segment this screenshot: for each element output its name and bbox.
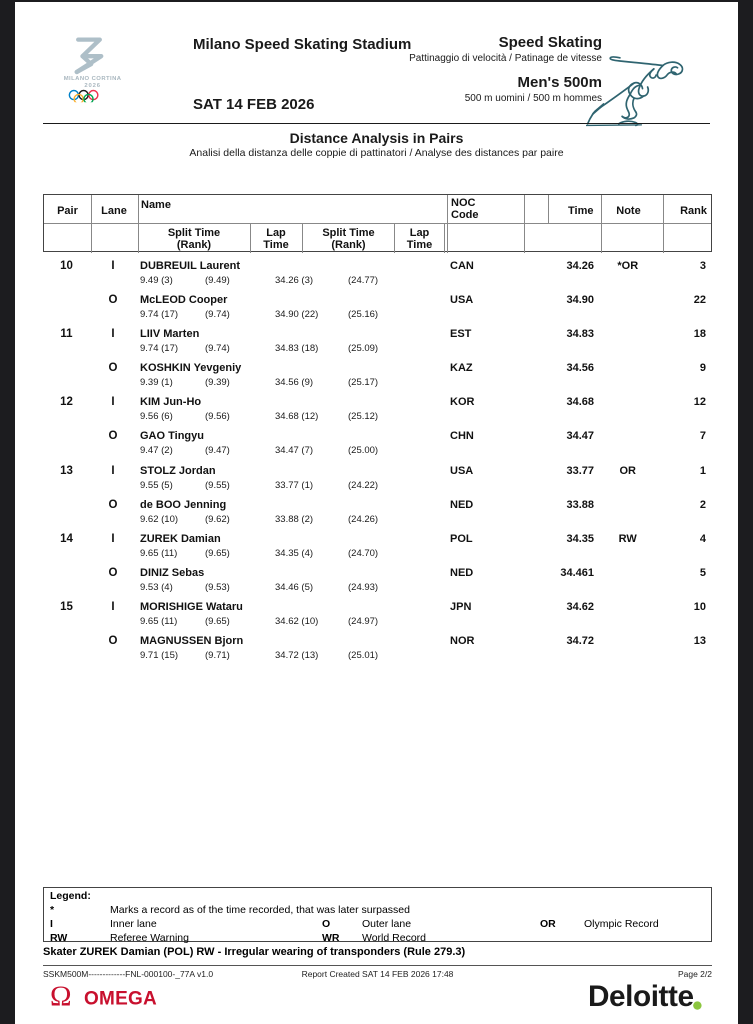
- svg-text:Ω: Ω: [50, 981, 72, 1012]
- svg-text:MILANO CORTINA: MILANO CORTINA: [63, 76, 121, 82]
- svg-text:2026: 2026: [84, 83, 101, 89]
- svg-text:Deloitte: Deloitte: [588, 980, 694, 1013]
- svg-text:OMEGA: OMEGA: [84, 989, 157, 1010]
